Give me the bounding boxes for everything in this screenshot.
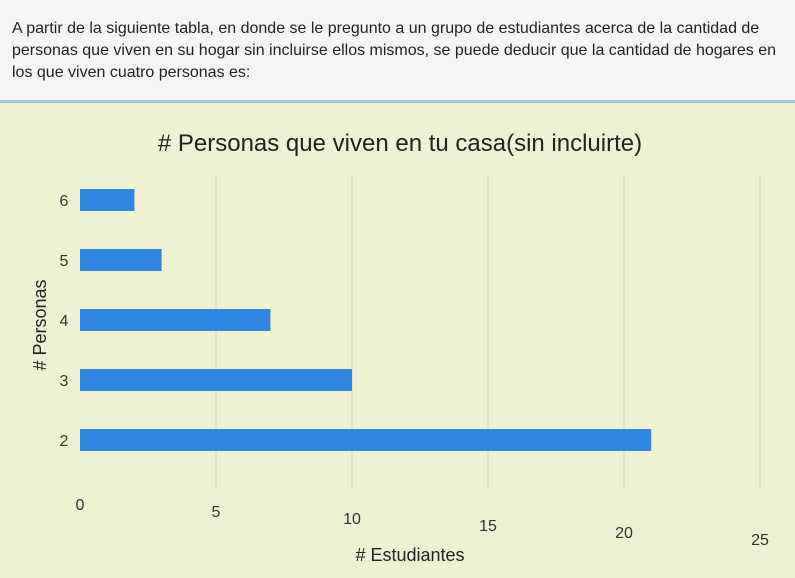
bar-2 bbox=[80, 429, 652, 451]
bar-4 bbox=[80, 309, 271, 331]
bar-5 bbox=[80, 249, 162, 271]
y-tick-5: 5 bbox=[60, 253, 69, 270]
x-tick-10: 10 bbox=[343, 511, 361, 528]
x-tick-25: 25 bbox=[751, 532, 769, 549]
chart-bars bbox=[80, 189, 652, 451]
y-tick-2: 2 bbox=[60, 433, 69, 450]
chart-area bbox=[0, 100, 795, 578]
y-axis-label: # Personas bbox=[30, 279, 50, 370]
x-tick-5: 5 bbox=[212, 504, 221, 521]
y-tick-4: 4 bbox=[60, 313, 69, 330]
x-tick-labels: 0 5 10 15 20 25 bbox=[76, 497, 769, 549]
y-tick-6: 6 bbox=[60, 193, 69, 210]
chart-title: # Personas que viven en tu casa(sin incl… bbox=[158, 130, 642, 157]
y-tick-3: 3 bbox=[60, 373, 69, 390]
bar-3 bbox=[80, 369, 352, 391]
x-tick-0: 0 bbox=[76, 497, 85, 514]
x-tick-20: 20 bbox=[615, 525, 633, 542]
x-tick-15: 15 bbox=[479, 518, 497, 535]
y-tick-labels: 2 3 4 5 6 bbox=[60, 193, 69, 450]
bar-6 bbox=[80, 189, 135, 211]
question-text: A partir de la siguiente tabla, en donde… bbox=[12, 20, 777, 81]
question-panel: A partir de la siguiente tabla, en donde… bbox=[0, 0, 795, 100]
x-axis-label: # Estudiantes bbox=[355, 545, 464, 565]
